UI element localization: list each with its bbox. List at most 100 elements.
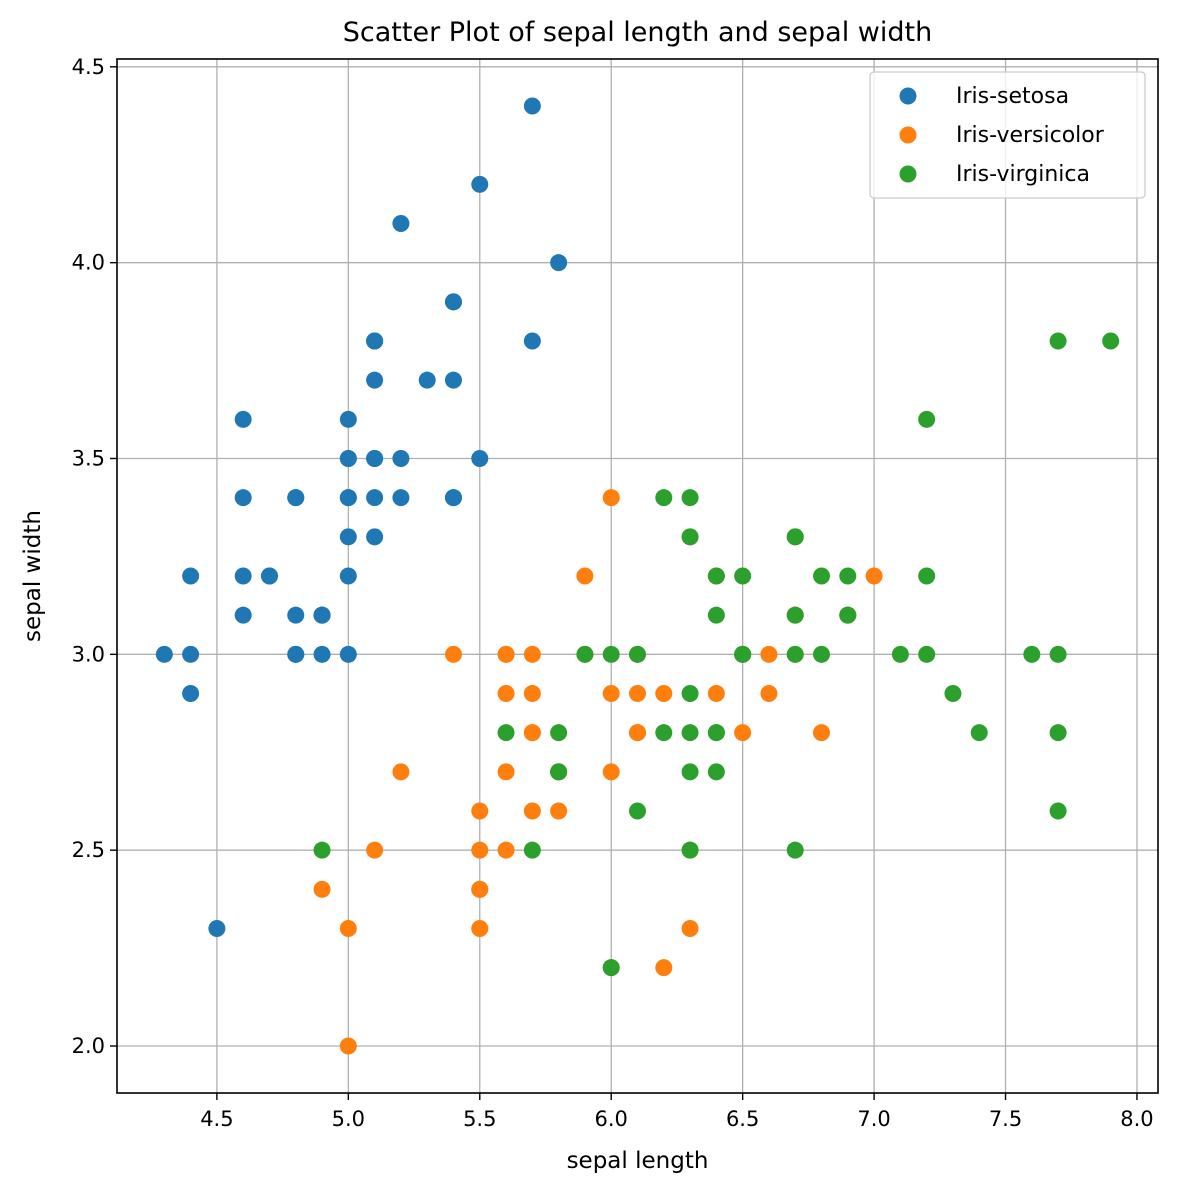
- data-point-versicolor: [576, 567, 594, 585]
- data-point-versicolor: [471, 802, 489, 820]
- data-point-versicolor: [497, 645, 515, 663]
- data-point-setosa: [339, 489, 357, 507]
- x-axis-label: sepal length: [567, 1148, 709, 1174]
- legend-marker-setosa: [899, 87, 917, 105]
- data-point-versicolor: [471, 841, 489, 859]
- data-point-virginica: [839, 567, 857, 585]
- data-point-virginica: [707, 606, 725, 624]
- data-point-setosa: [366, 489, 384, 507]
- data-point-virginica: [786, 606, 804, 624]
- data-point-setosa: [234, 606, 252, 624]
- data-point-setosa: [471, 450, 489, 467]
- data-point-setosa: [444, 293, 462, 311]
- plot-frame: [116, 58, 1159, 1094]
- data-point-versicolor: [497, 685, 515, 702]
- data-point-setosa: [339, 528, 357, 546]
- data-point-setosa: [339, 645, 357, 663]
- data-point-setosa: [287, 606, 305, 624]
- legend: Iris-setosa Iris-versicolor Iris-virgini…: [869, 71, 1146, 199]
- legend-label-versicolor: Iris-versicolor: [956, 123, 1105, 148]
- y-tick-label: 2.5: [72, 838, 105, 862]
- y-axis-label: sepal width: [20, 510, 46, 642]
- data-point-versicolor: [734, 724, 752, 742]
- data-point-virginica: [734, 645, 752, 663]
- data-point-virginica: [970, 724, 988, 742]
- data-point-setosa: [234, 567, 252, 585]
- legend-box: [869, 71, 1146, 199]
- data-point-virginica: [655, 724, 673, 742]
- x-axis-ticks: 4.5 5.0 5.5 6.0 6.5 7.0 7.5 8.0: [200, 1093, 1154, 1131]
- data-point-virginica: [1049, 332, 1067, 350]
- data-point-setosa: [313, 606, 331, 624]
- data-point-virginica: [313, 841, 331, 859]
- data-point-virginica: [891, 645, 909, 663]
- data-point-versicolor: [497, 763, 515, 781]
- data-point-virginica: [813, 567, 831, 585]
- legend-marker-versicolor: [899, 126, 917, 144]
- chart-title: Scatter Plot of sepal length and sepal w…: [343, 17, 932, 48]
- data-point-versicolor: [523, 802, 541, 820]
- data-point-setosa: [182, 567, 200, 585]
- data-point-virginica: [629, 802, 646, 820]
- data-point-versicolor: [760, 685, 778, 702]
- data-point-versicolor: [523, 685, 541, 702]
- data-point-setosa: [155, 645, 173, 663]
- data-point-virginica: [813, 645, 831, 663]
- data-point-versicolor: [366, 841, 384, 859]
- data-point-virginica: [918, 410, 936, 428]
- data-point-virginica: [1049, 724, 1067, 742]
- data-point-virginica: [681, 489, 699, 507]
- data-point-virginica: [681, 763, 699, 781]
- data-point-virginica: [550, 763, 568, 781]
- data-point-setosa: [523, 97, 541, 115]
- data-point-setosa: [366, 332, 384, 350]
- data-point-versicolor: [681, 920, 699, 937]
- data-point-virginica: [918, 567, 936, 585]
- data-point-setosa: [392, 489, 410, 507]
- data-point-virginica: [786, 528, 804, 546]
- data-point-versicolor: [629, 724, 646, 742]
- data-point-virginica: [1023, 645, 1041, 663]
- series-setosa: [155, 97, 568, 937]
- data-point-versicolor: [471, 920, 489, 937]
- data-point-setosa: [418, 371, 436, 389]
- data-point-versicolor: [339, 920, 357, 937]
- x-tick-label: 8.0: [1120, 1107, 1153, 1131]
- data-point-versicolor: [760, 645, 778, 663]
- data-point-setosa: [182, 645, 200, 663]
- data-point-setosa: [339, 410, 357, 428]
- data-point-virginica: [707, 763, 725, 781]
- data-point-virginica: [629, 645, 646, 663]
- data-point-virginica: [523, 841, 541, 859]
- data-point-virginica: [839, 606, 857, 624]
- data-point-setosa: [550, 254, 568, 272]
- data-point-virginica: [602, 645, 620, 663]
- data-point-setosa: [287, 489, 305, 507]
- data-point-virginica: [1049, 802, 1067, 820]
- y-tick-label: 3.5: [72, 447, 105, 471]
- data-point-virginica: [497, 724, 515, 742]
- x-tick-label: 7.0: [857, 1107, 890, 1131]
- data-point-setosa: [260, 567, 278, 585]
- data-point-versicolor: [339, 1037, 357, 1055]
- data-point-versicolor: [471, 880, 489, 898]
- data-point-versicolor: [523, 724, 541, 742]
- data-point-versicolor: [602, 489, 620, 507]
- data-point-virginica: [681, 841, 699, 859]
- data-point-setosa: [366, 528, 384, 546]
- data-point-virginica: [786, 841, 804, 859]
- x-tick-label: 7.5: [989, 1107, 1022, 1131]
- data-point-virginica: [944, 685, 962, 702]
- data-point-versicolor: [813, 724, 831, 742]
- data-point-virginica: [918, 645, 936, 663]
- data-point-versicolor: [707, 685, 725, 702]
- data-point-virginica: [707, 724, 725, 742]
- x-tick-label: 6.0: [595, 1107, 628, 1131]
- data-point-versicolor: [523, 645, 541, 663]
- data-point-virginica: [576, 645, 594, 663]
- series-virginica: [313, 332, 1120, 977]
- data-point-versicolor: [655, 685, 673, 702]
- data-point-setosa: [234, 489, 252, 507]
- x-tick-label: 4.5: [200, 1107, 233, 1131]
